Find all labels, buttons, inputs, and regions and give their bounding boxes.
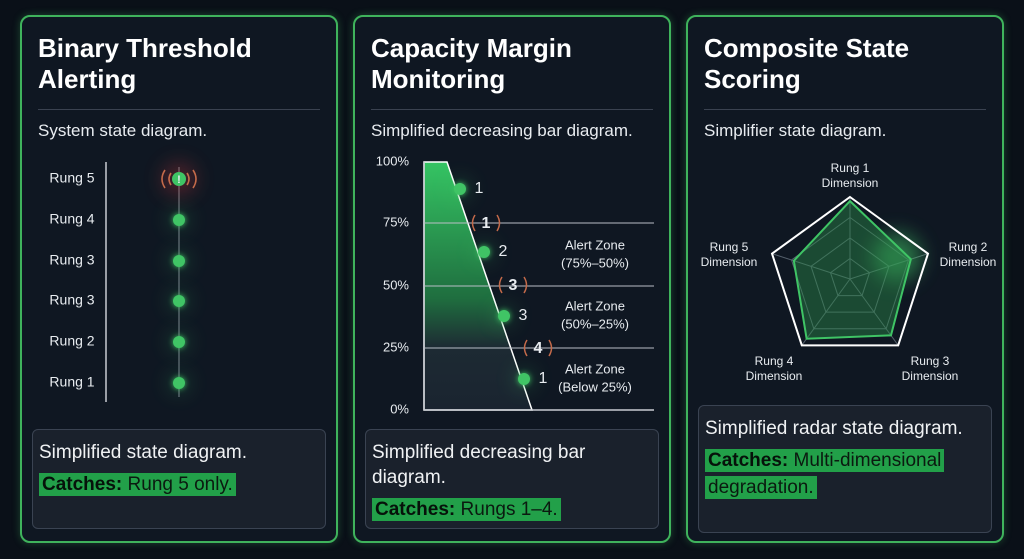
threshold-bracket (498, 276, 528, 294)
rung-label: Rung 2 (49, 333, 94, 349)
dot (518, 373, 530, 385)
panel: Binary Threshold Alerting System state d… (20, 15, 338, 543)
panel: Capacity Margin Monitoring Simplified de… (353, 15, 671, 543)
catches-label: Catches: (708, 450, 789, 471)
divider (371, 109, 653, 110)
dimension-label: Dimension (701, 255, 758, 269)
radar-spoke (801, 278, 851, 346)
caption-box: Simplified state diagram. Catches: Rung … (32, 429, 326, 529)
catches-label: Catches: (375, 499, 456, 520)
rung-label: Rung 5 (49, 170, 94, 186)
dot (454, 183, 466, 195)
dimension-label: Rung 1 (831, 161, 870, 175)
threshold-bracket (471, 214, 501, 232)
zone-label: (75%–50%) (561, 255, 629, 270)
dot (478, 246, 490, 258)
panel-title: Binary Threshold Alerting (38, 33, 252, 94)
catches-label: Catches: (42, 474, 123, 495)
zone-label: (50%–25%) (561, 316, 629, 331)
dot (173, 336, 185, 348)
panel-subtitle: System state diagram. (38, 121, 208, 140)
panel-title: Composite State Scoring (704, 33, 910, 94)
marker-label: 1 (475, 180, 484, 197)
marker-label: 2 (499, 243, 508, 260)
radar-ring (829, 257, 871, 297)
rung-label: Rung 3 (49, 292, 94, 308)
divider (704, 109, 986, 110)
threshold-label: 1 (482, 215, 491, 232)
radar-outline (770, 195, 930, 347)
radar-spoke (849, 278, 899, 346)
rung-label: Rung 4 (49, 211, 94, 227)
marker-label: 1 (539, 370, 548, 387)
dot (173, 255, 185, 267)
alert-symbol: ! (177, 174, 181, 186)
dimension-label: Rung 4 (755, 354, 794, 368)
threshold-bracket (523, 339, 553, 357)
zone-label: (Below 25%) (558, 379, 632, 394)
catches: Catches: Rung 5 only. (39, 473, 236, 496)
caption-box: Simplified decreasing bar diagram. Catch… (365, 429, 659, 529)
caption: Simplified decreasing bar diagram. (372, 442, 586, 488)
panel-subtitle: Simplifier state diagram. (704, 121, 887, 140)
catches-text: Rungs 1–4. (460, 499, 558, 520)
dot (173, 214, 185, 226)
threshold-label: 3 (509, 277, 518, 294)
state-diagram: Rung 5 ! Rung 4 Rung 3 Rung 3 Rung 2 Rung 1 (38, 162, 320, 402)
radar-shape (792, 199, 912, 340)
catches-text: Rung 5 only. (127, 474, 233, 495)
alert-wave (161, 169, 197, 189)
dimension-label: Dimension (902, 369, 959, 383)
dimension-label: Dimension (746, 369, 803, 383)
dimension-label: Rung 5 (710, 240, 749, 254)
axis-label: 0% (390, 401, 409, 416)
axis-label: 25% (383, 339, 409, 354)
dimension-label: Dimension (940, 255, 997, 269)
zone-label: Alert Zone (565, 298, 625, 313)
caption-box: Simplified radar state diagram. Catches:… (698, 405, 992, 533)
dimension-label: Rung 3 (911, 354, 950, 368)
catches: Catches: Rungs 1–4. (372, 498, 561, 521)
panel: Composite State Scoring Simplifier state… (686, 15, 1004, 543)
marker-label: 3 (519, 307, 528, 324)
dot (173, 377, 185, 389)
dot (498, 310, 510, 322)
catches-text: Multi-dimensional degradation. (708, 450, 942, 498)
panel-title: Capacity Margin Monitoring (371, 33, 572, 94)
alert-dot (172, 172, 186, 186)
axis-label: 75% (383, 214, 409, 229)
rung-label: Rung 1 (49, 374, 94, 390)
axis-label: 100% (376, 153, 410, 168)
radar-spoke (771, 253, 851, 280)
axis-label: 50% (383, 277, 409, 292)
zone-label: Alert Zone (565, 237, 625, 252)
dimension-label: Rung 2 (949, 240, 988, 254)
dimension-label: Dimension (822, 176, 879, 190)
divider (38, 109, 320, 110)
zone-label: Alert Zone (565, 361, 625, 376)
rung-label: Rung 3 (49, 252, 94, 268)
catches: Catches: Multi-dimensional degradation. (705, 449, 945, 499)
caption: Simplified radar state diagram. (705, 418, 963, 439)
dot (173, 295, 185, 307)
panel-subtitle: Simplified decreasing bar diagram. (371, 121, 633, 140)
caption: Simplified state diagram. (39, 442, 248, 463)
threshold-label: 4 (534, 340, 543, 357)
